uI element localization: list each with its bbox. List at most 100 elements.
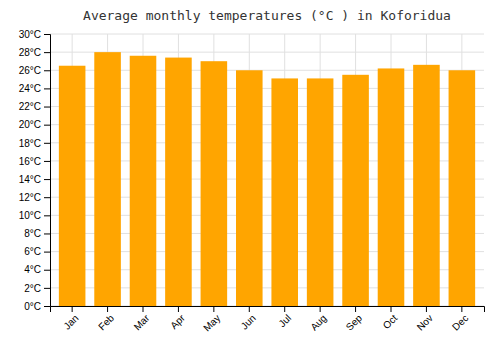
y-tick-mark — [44, 270, 50, 271]
chart-title: Average monthly temperatures (°C ) in Ko… — [83, 8, 451, 23]
y-tick-label: 22°C — [19, 101, 41, 112]
y-axis-line — [44, 35, 51, 307]
bar — [59, 66, 86, 306]
x-tick: Dec — [450, 306, 470, 333]
x-tick-label: Mar — [132, 312, 152, 332]
x-tick-mark — [426, 306, 427, 312]
y-tick-mark — [44, 52, 50, 53]
chart-container: 0°C 2°C 4°C 6°C 8°C 10°C 12°C 14°C 16°C 18°C 20°C 2… — [0, 0, 500, 350]
y-tick: 14°C — [19, 174, 50, 185]
x-axis: Jan Feb Mar Apr May Jun Jul Aug Sep Oct Nov Dec — [51, 306, 485, 334]
y-tick-label: 0°C — [24, 301, 41, 312]
y-tick: 28°C — [19, 47, 50, 58]
y-tick-mark — [44, 88, 50, 89]
y-tick-label: 16°C — [19, 156, 41, 167]
y-tick-mark — [44, 233, 50, 234]
y-tick: 2°C — [24, 283, 50, 294]
bar — [130, 56, 157, 306]
y-tick-label: 28°C — [19, 47, 41, 58]
x-tick-mark — [72, 306, 73, 312]
x-tick: Oct — [381, 306, 400, 331]
y-tick-mark — [44, 288, 50, 289]
x-tick: Feb — [96, 306, 116, 332]
y-axis: 0°C 2°C 4°C 6°C 8°C 10°C 12°C 14°C 16°C 18°C 20°C 2… — [19, 29, 51, 312]
x-tick-mark — [284, 306, 285, 312]
x-tick: Nov — [415, 306, 435, 333]
x-tick-mark — [249, 306, 250, 312]
x-tick-mark — [213, 306, 214, 312]
y-tick: 16°C — [19, 156, 50, 167]
x-tick-mark — [107, 306, 108, 312]
y-tick-mark — [44, 306, 50, 307]
y-tick-label: 6°C — [24, 246, 41, 257]
x-axis-line — [51, 307, 485, 313]
y-tick: 24°C — [19, 83, 50, 94]
x-tick: Jan — [61, 306, 80, 332]
x-tick-label: Jul — [276, 312, 293, 329]
x-tick-mark — [461, 306, 462, 312]
y-tick-label: 14°C — [19, 174, 41, 185]
y-tick: 8°C — [24, 228, 50, 239]
x-tick-label: Apr — [168, 312, 187, 331]
plot-area: 0°C 2°C 4°C 6°C 8°C 10°C 12°C 14°C 16°C 18°C 20°C 2… — [19, 29, 485, 334]
x-tick: Sep — [344, 306, 365, 333]
y-tick-label: 24°C — [19, 83, 41, 94]
bar — [271, 78, 298, 306]
y-tick-label: 26°C — [19, 65, 41, 76]
bar — [165, 58, 192, 306]
x-tick-mark — [178, 306, 179, 312]
y-tick-label: 12°C — [19, 192, 41, 203]
y-tick-mark — [44, 161, 50, 162]
x-tick-label: Nov — [415, 312, 435, 332]
bar — [378, 68, 405, 306]
y-tick-mark — [44, 252, 50, 253]
x-tick-label: May — [201, 312, 222, 333]
y-grid-line — [50, 34, 484, 35]
bar — [413, 65, 440, 306]
x-tick: Jun — [239, 306, 258, 332]
bar — [449, 70, 476, 306]
y-tick-mark — [44, 179, 50, 180]
y-tick: 30°C — [19, 29, 50, 40]
bar — [201, 61, 228, 306]
y-tick: 10°C — [19, 210, 50, 221]
chart-svg: 0°C 2°C 4°C 6°C 8°C 10°C 12°C 14°C 16°C 18°C 20°C 2… — [0, 0, 500, 350]
y-tick-label: 20°C — [19, 119, 41, 130]
x-tick-label: Oct — [381, 312, 400, 331]
y-tick-mark — [44, 215, 50, 216]
x-tick-label: Aug — [308, 312, 328, 332]
x-tick: May — [201, 306, 222, 334]
bar — [236, 70, 263, 306]
grid — [50, 34, 484, 306]
y-tick: 4°C — [24, 264, 50, 275]
x-tick-label: Sep — [344, 312, 365, 333]
y-tick-label: 18°C — [19, 138, 41, 149]
y-tick-label: 30°C — [19, 29, 41, 40]
x-tick-label: Dec — [450, 312, 470, 332]
y-tick-label: 10°C — [19, 210, 41, 221]
y-tick-mark — [44, 70, 50, 71]
x-tick-label: Jun — [239, 312, 258, 331]
y-tick: 12°C — [19, 192, 50, 203]
y-tick: 0°C — [24, 301, 50, 312]
x-tick-mark — [143, 306, 144, 312]
x-tick: Aug — [308, 306, 328, 333]
y-tick-mark — [44, 34, 50, 35]
y-tick-mark — [44, 107, 50, 108]
y-tick: 18°C — [19, 138, 50, 149]
y-tick: 20°C — [19, 119, 50, 130]
x-tick-mark — [320, 306, 321, 312]
y-tick-mark — [44, 143, 50, 144]
y-tick-label: 4°C — [24, 264, 41, 275]
y-tick-mark — [44, 197, 50, 198]
x-tick-mark — [355, 306, 356, 312]
x-tick: Jul — [276, 306, 293, 329]
y-tick: 22°C — [19, 101, 50, 112]
x-tick-label: Feb — [96, 312, 116, 332]
x-tick: Mar — [132, 306, 152, 332]
bar — [94, 52, 121, 306]
y-tick: 26°C — [19, 65, 50, 76]
bar — [307, 78, 334, 306]
y-tick-label: 8°C — [24, 228, 41, 239]
x-tick-mark — [391, 306, 392, 312]
